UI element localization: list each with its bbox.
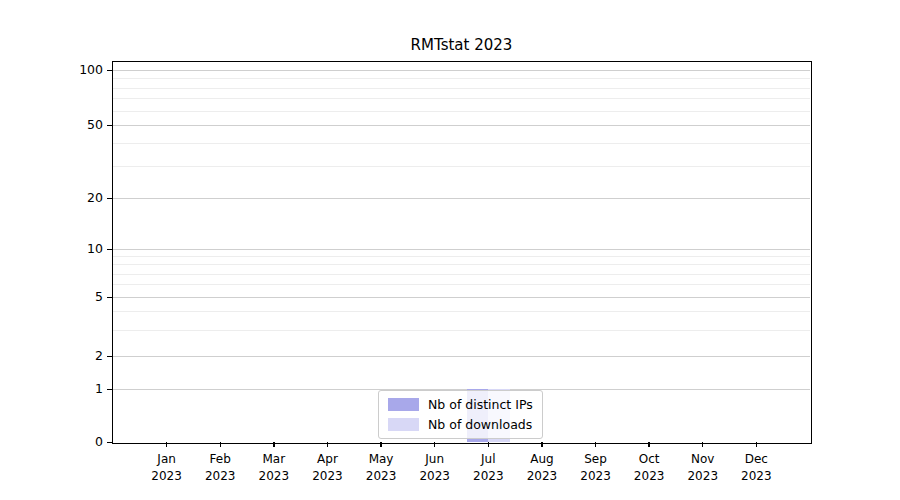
x-tick-month: Jul bbox=[458, 451, 518, 468]
x-tick-month: Oct bbox=[619, 451, 679, 468]
gridline-minor-9 bbox=[113, 256, 810, 257]
x-tick-month: May bbox=[351, 451, 411, 468]
x-tick-year: 2023 bbox=[137, 468, 197, 485]
x-tick-nov bbox=[702, 442, 703, 447]
y-tick-label-0: 0 bbox=[51, 434, 103, 450]
gridline-major-50 bbox=[113, 125, 810, 126]
y-tick-label-100: 100 bbox=[51, 62, 103, 78]
x-tick-label-jun: Jun2023 bbox=[405, 451, 465, 485]
x-tick-month: Dec bbox=[726, 451, 786, 468]
gridline-minor-80 bbox=[113, 88, 810, 89]
chart-title: RMTstat 2023 bbox=[113, 36, 810, 54]
legend-label-distinct-ips: Nb of distinct IPs bbox=[428, 397, 533, 412]
y-tick-50 bbox=[107, 125, 113, 126]
y-tick-label-5: 5 bbox=[51, 289, 103, 305]
x-tick-sep bbox=[595, 442, 596, 447]
x-tick-oct bbox=[648, 442, 649, 447]
x-tick-label-may: May2023 bbox=[351, 451, 411, 485]
x-tick-jun bbox=[434, 442, 435, 447]
x-tick-may bbox=[380, 442, 381, 447]
gridline-major-5 bbox=[113, 297, 810, 298]
x-tick-month: Sep bbox=[566, 451, 626, 468]
x-tick-year: 2023 bbox=[619, 468, 679, 485]
x-tick-feb bbox=[220, 442, 221, 447]
x-tick-month: Feb bbox=[190, 451, 250, 468]
gridline-minor-90 bbox=[113, 78, 810, 79]
x-tick-month: Apr bbox=[297, 451, 357, 468]
x-tick-label-dec: Dec2023 bbox=[726, 451, 786, 485]
y-tick-20 bbox=[107, 198, 113, 199]
x-tick-dec bbox=[756, 442, 757, 447]
gridline-minor-8 bbox=[113, 264, 810, 265]
x-tick-label-jan: Jan2023 bbox=[137, 451, 197, 485]
x-tick-month: Jun bbox=[405, 451, 465, 468]
x-tick-month: Mar bbox=[244, 451, 304, 468]
gridline-minor-3 bbox=[113, 330, 810, 331]
gridline-major-20 bbox=[113, 198, 810, 199]
gridline-minor-7 bbox=[113, 274, 810, 275]
plot-area: Nb of distinct IPs Nb of downloads 01251… bbox=[113, 62, 810, 442]
x-tick-month: Aug bbox=[512, 451, 572, 468]
x-tick-label-aug: Aug2023 bbox=[512, 451, 572, 485]
y-tick-10 bbox=[107, 249, 113, 250]
legend-item-distinct-ips: Nb of distinct IPs bbox=[388, 397, 533, 412]
y-tick-label-50: 50 bbox=[51, 117, 103, 133]
x-tick-year: 2023 bbox=[566, 468, 626, 485]
x-tick-year: 2023 bbox=[726, 468, 786, 485]
y-tick-label-20: 20 bbox=[51, 190, 103, 206]
legend-label-downloads: Nb of downloads bbox=[428, 417, 532, 432]
gridline-minor-60 bbox=[113, 111, 810, 112]
y-tick-label-10: 10 bbox=[51, 241, 103, 257]
x-tick-year: 2023 bbox=[405, 468, 465, 485]
x-tick-mar bbox=[273, 442, 274, 447]
gridline-minor-70 bbox=[113, 98, 810, 99]
x-tick-label-oct: Oct2023 bbox=[619, 451, 679, 485]
y-tick-0 bbox=[107, 442, 113, 443]
y-tick-5 bbox=[107, 297, 113, 298]
x-tick-label-sep: Sep2023 bbox=[566, 451, 626, 485]
y-tick-100 bbox=[107, 70, 113, 71]
x-tick-jan bbox=[166, 442, 167, 447]
x-tick-jul bbox=[488, 442, 489, 447]
y-tick-2 bbox=[107, 356, 113, 357]
y-tick-label-2: 2 bbox=[51, 348, 103, 364]
x-tick-month: Nov bbox=[673, 451, 733, 468]
gridline-minor-4 bbox=[113, 311, 810, 312]
x-tick-label-mar: Mar2023 bbox=[244, 451, 304, 485]
gridline-major-10 bbox=[113, 249, 810, 250]
x-tick-year: 2023 bbox=[512, 468, 572, 485]
legend-swatch-distinct-ips bbox=[388, 398, 419, 411]
x-tick-year: 2023 bbox=[297, 468, 357, 485]
gridline-minor-30 bbox=[113, 166, 810, 167]
y-tick-1 bbox=[107, 389, 113, 390]
x-tick-label-jul: Jul2023 bbox=[458, 451, 518, 485]
x-tick-year: 2023 bbox=[244, 468, 304, 485]
gridline-minor-6 bbox=[113, 284, 810, 285]
x-tick-year: 2023 bbox=[351, 468, 411, 485]
x-tick-apr bbox=[327, 442, 328, 447]
x-tick-label-apr: Apr2023 bbox=[297, 451, 357, 485]
chart-figure: RMTstat 2023 Nb of distinct IPs Nb of do… bbox=[0, 0, 900, 500]
plot-frame bbox=[112, 61, 812, 444]
gridline-minor-40 bbox=[113, 143, 810, 144]
x-tick-year: 2023 bbox=[458, 468, 518, 485]
x-tick-month: Jan bbox=[137, 451, 197, 468]
x-tick-aug bbox=[541, 442, 542, 447]
legend-swatch-downloads bbox=[388, 418, 419, 431]
y-tick-label-1: 1 bbox=[51, 381, 103, 397]
x-tick-label-nov: Nov2023 bbox=[673, 451, 733, 485]
gridline-major-2 bbox=[113, 356, 810, 357]
gridline-major-100 bbox=[113, 70, 810, 71]
legend: Nb of distinct IPs Nb of downloads bbox=[378, 390, 543, 439]
legend-item-downloads: Nb of downloads bbox=[388, 417, 533, 432]
x-tick-label-feb: Feb2023 bbox=[190, 451, 250, 485]
x-tick-year: 2023 bbox=[190, 468, 250, 485]
x-tick-year: 2023 bbox=[673, 468, 733, 485]
